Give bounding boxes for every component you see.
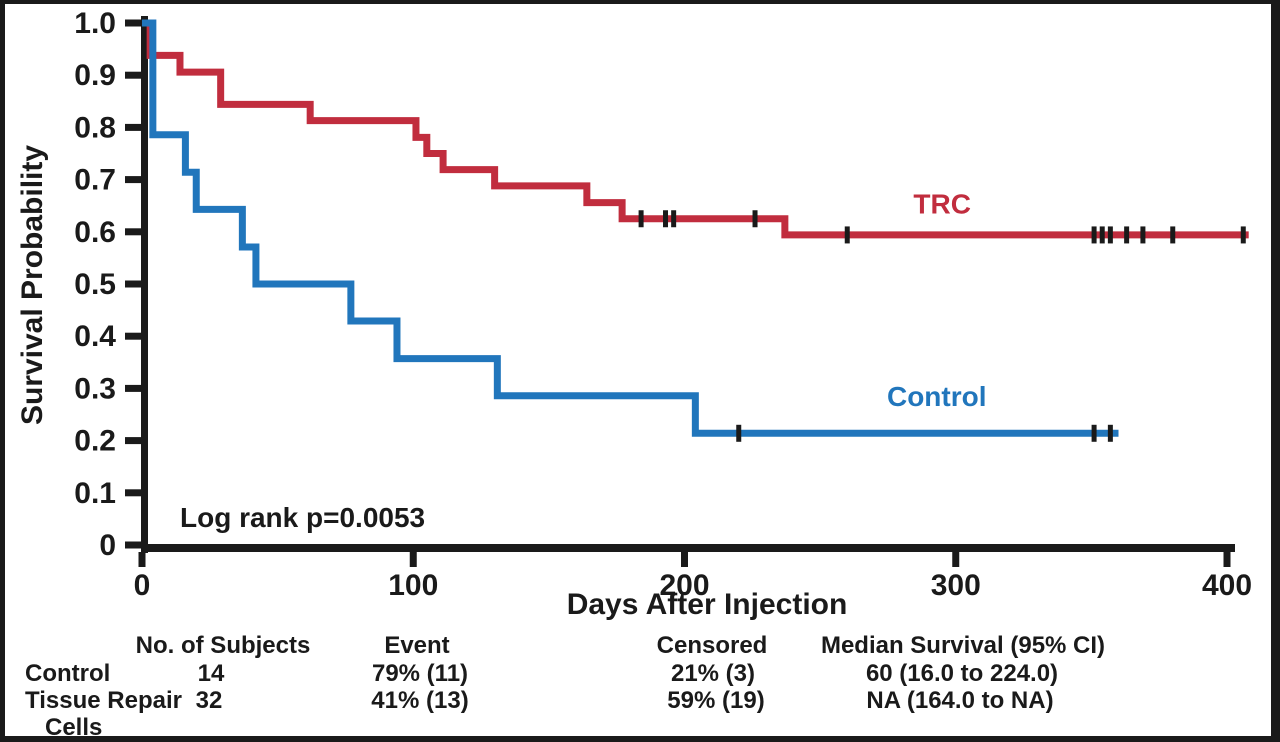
y-tick [125, 123, 141, 131]
col-header-median-survival: Median Survival (95% CI) [820, 632, 1106, 659]
trc-censor-mark [1107, 226, 1113, 244]
x-axis-line [141, 544, 1235, 552]
control-censor-mark [736, 424, 742, 442]
trc-censor-mark [663, 210, 669, 228]
y-tick-label: 0.4 [74, 320, 116, 353]
control-survival-curve [142, 19, 1119, 437]
y-axis-title: Survival Probability [16, 145, 49, 425]
y-tick-label: 0.3 [74, 372, 116, 405]
y-tick [125, 332, 141, 340]
logrank-annotation: Log rank p=0.0053 [180, 502, 425, 533]
trc-censor-mark [1140, 226, 1146, 244]
y-tick-label: 0.7 [74, 164, 116, 197]
trc-censored: 59% (19) [667, 687, 765, 714]
y-tick [125, 437, 141, 445]
y-tick [125, 489, 141, 497]
control-series-label: Control [887, 381, 987, 412]
control-censored: 21% (3) [670, 660, 756, 687]
control-event: 79% (11) [371, 660, 469, 687]
x-axis-title: Days After Injection [567, 588, 848, 620]
trc-median-survival: NA (164.0 to NA) [866, 687, 1054, 714]
col-header-censored: Censored [656, 632, 768, 659]
y-tick-label: 0.6 [74, 216, 116, 249]
control-median-survival: 60 (16.0 to 224.0) [865, 660, 1059, 687]
x-tick [409, 552, 417, 567]
col-header-event: Event [384, 632, 450, 659]
trc-censor-mark [1124, 226, 1130, 244]
km-plot: Survival Probability Days After Injectio… [16, 7, 1252, 620]
control-subjects: 14 [197, 660, 225, 687]
x-tick [681, 552, 688, 567]
y-tick [125, 19, 141, 27]
x-tick [138, 552, 146, 567]
y-tick [125, 280, 141, 288]
x-tick [1223, 552, 1231, 567]
trc-event: 41% (13) [371, 687, 469, 714]
row-label-trc-line2: Cells [45, 714, 103, 741]
trc-survival-curve [142, 19, 1249, 239]
col-header-subjects: No. of Subjects [135, 632, 311, 659]
y-tick-label: 0.9 [74, 59, 116, 92]
x-tick-label: 0 [134, 569, 151, 602]
trc-censor-mark [1240, 226, 1246, 244]
trc-censor-mark [671, 210, 677, 228]
y-tick [125, 71, 141, 79]
y-tick-label: 0.8 [74, 111, 116, 144]
x-tick-label: 200 [659, 569, 709, 602]
y-tick [125, 541, 141, 549]
y-tick [125, 176, 141, 184]
control-censor-mark [1091, 424, 1097, 442]
row-label-control: Control [25, 660, 111, 687]
y-tick-label: 1.0 [74, 7, 116, 40]
trc-censor-mark [844, 226, 850, 244]
control-censor-mark [1107, 424, 1113, 442]
summary-table: No. of Subjects Event Censored Median Su… [0, 620, 1280, 742]
row-label-trc: Tissue Repair [25, 687, 182, 714]
trc-censor-mark [638, 210, 644, 228]
y-axis-line [141, 16, 148, 553]
trc-series-label: TRC [913, 189, 971, 220]
y-tick-label: 0.5 [74, 268, 116, 301]
trc-censor-mark [752, 210, 758, 228]
y-tick [125, 228, 141, 236]
x-tick-label: 100 [388, 569, 438, 602]
y-tick-label: 0.1 [74, 477, 116, 510]
trc-censor-mark [1170, 226, 1176, 244]
x-tick-label: 400 [1202, 569, 1252, 602]
trc-censor-mark [1091, 226, 1097, 244]
y-tick [125, 384, 141, 392]
x-tick [952, 552, 960, 567]
y-tick-label: 0 [99, 529, 116, 562]
trc-censor-mark [1099, 226, 1105, 244]
y-tick-label: 0.2 [74, 425, 116, 458]
x-tick-label: 300 [931, 569, 981, 602]
trc-subjects: 32 [195, 687, 223, 714]
